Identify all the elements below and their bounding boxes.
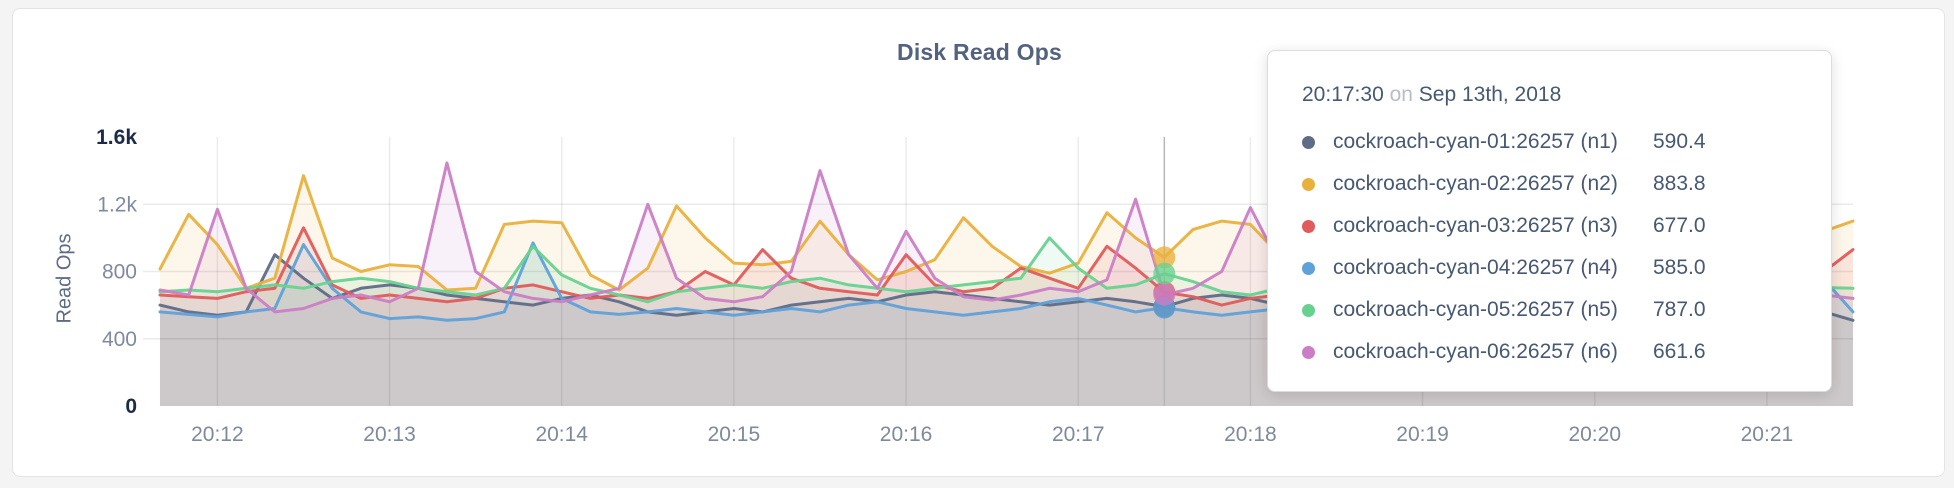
chart-title: Disk Read Ops bbox=[897, 39, 1062, 65]
x-tick-label: 20:14 bbox=[535, 423, 588, 446]
x-tick-label: 20:18 bbox=[1224, 423, 1277, 446]
x-tick-label: 20:13 bbox=[363, 423, 416, 446]
series-value: 585.0 bbox=[1653, 256, 1706, 279]
x-tick-label: 20:12 bbox=[191, 423, 244, 446]
x-tick-label: 20:15 bbox=[708, 423, 761, 446]
series-value: 661.6 bbox=[1653, 340, 1706, 363]
x-tick-label: 20:16 bbox=[880, 423, 933, 446]
x-tick-label: 20:20 bbox=[1568, 423, 1621, 446]
series-value: 590.4 bbox=[1653, 130, 1706, 153]
series-label: cockroach-cyan-05:26257 (n5) bbox=[1333, 298, 1618, 321]
x-tick-label: 20:21 bbox=[1741, 423, 1794, 446]
series-color-dot-icon bbox=[1302, 177, 1315, 191]
hover-point-n6[interactable] bbox=[1153, 283, 1176, 306]
y-tick-label: 0 bbox=[125, 395, 137, 418]
hover-tooltip: 20:17:30 on Sep 13th, 2018 cockroach-cya… bbox=[1267, 50, 1832, 392]
series-label: cockroach-cyan-02:26257 (n2) bbox=[1333, 172, 1618, 195]
tooltip-date: Sep 13th, 2018 bbox=[1418, 83, 1562, 106]
series-color-dot-icon bbox=[1302, 345, 1315, 359]
y-tick-label: 1.6k bbox=[96, 126, 137, 149]
series-value: 883.8 bbox=[1653, 172, 1706, 195]
series-label: cockroach-cyan-04:26257 (n4) bbox=[1333, 256, 1618, 279]
series-color-dot-icon bbox=[1302, 303, 1315, 317]
y-tick-label: 1.2k bbox=[97, 193, 137, 216]
series-value: 787.0 bbox=[1653, 298, 1706, 321]
tooltip-rows: cockroach-cyan-01:26257 (n1) 590.4 cockroa… bbox=[1302, 121, 1801, 373]
tooltip-row: cockroach-cyan-06:26257 (n6) 661.6 bbox=[1302, 331, 1801, 373]
series-label: cockroach-cyan-01:26257 (n1) bbox=[1333, 130, 1618, 153]
series-color-dot-icon bbox=[1302, 219, 1315, 233]
y-tick-label: 400 bbox=[102, 328, 137, 351]
tooltip-header: 20:17:30 on Sep 13th, 2018 bbox=[1302, 81, 1801, 109]
tooltip-row: cockroach-cyan-04:26257 (n4) 585.0 bbox=[1302, 247, 1801, 289]
y-tick-label: 800 bbox=[102, 261, 137, 284]
tooltip-time: 20:17:30 bbox=[1302, 83, 1384, 106]
tooltip-row: cockroach-cyan-03:26257 (n3) 677.0 bbox=[1302, 205, 1801, 247]
series-label: cockroach-cyan-06:26257 (n6) bbox=[1333, 340, 1618, 363]
series-color-dot-icon bbox=[1302, 135, 1315, 149]
series-label: cockroach-cyan-03:26257 (n3) bbox=[1333, 214, 1618, 237]
tooltip-conjunction: on bbox=[1389, 83, 1413, 106]
series-value: 677.0 bbox=[1653, 214, 1706, 237]
tooltip-row: cockroach-cyan-01:26257 (n1) 590.4 bbox=[1302, 121, 1801, 163]
tooltip-row: cockroach-cyan-05:26257 (n5) 787.0 bbox=[1302, 289, 1801, 331]
x-tick-label: 20:17 bbox=[1052, 423, 1105, 446]
x-tick-label: 20:19 bbox=[1396, 423, 1449, 446]
tooltip-row: cockroach-cyan-02:26257 (n2) 883.8 bbox=[1302, 163, 1801, 205]
hover-point-n5[interactable] bbox=[1153, 262, 1176, 285]
series-color-dot-icon bbox=[1302, 261, 1315, 275]
hover-point-n2[interactable] bbox=[1153, 246, 1176, 269]
